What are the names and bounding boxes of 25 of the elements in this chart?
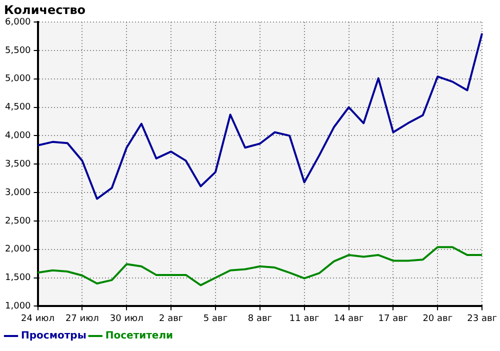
y-tick-label: 2,500 (5, 216, 32, 226)
y-tick-label: 2,000 (5, 244, 32, 255)
x-tick-label: 20 авг (422, 314, 453, 324)
x-tick-label: 24 июл (21, 314, 55, 324)
y-tick-label: 1,000 (5, 302, 32, 312)
legend-label: Просмотры (21, 330, 86, 342)
y-tick-label: 4,500 (5, 102, 32, 113)
x-tick-label: 27 июл (65, 314, 99, 324)
y-tick-label: 6,000 (5, 17, 32, 28)
y-tick-label: 3,000 (5, 188, 32, 198)
legend-label: Посетители (105, 330, 174, 342)
x-tick-label: 2 авг (158, 314, 184, 324)
y-tick-label: 1,500 (5, 273, 32, 284)
x-tick-label: 23 авг (467, 314, 498, 324)
y-axis-title: Количество (4, 3, 86, 17)
x-tick-label: 5 авг (203, 314, 228, 324)
y-tick-label: 4,000 (5, 131, 32, 142)
x-tick-label: 8 авг (248, 314, 272, 324)
x-tick-label: 30 июл (110, 314, 144, 324)
x-tick-label: 17 авг (378, 314, 408, 324)
y-tick-label: 5,500 (5, 46, 32, 56)
x-tick-label: 14 авг (334, 314, 364, 324)
y-tick-label: 5,000 (5, 74, 32, 84)
x-tick-label: 11 авг (289, 314, 320, 324)
y-tick-label: 3,500 (5, 159, 32, 170)
